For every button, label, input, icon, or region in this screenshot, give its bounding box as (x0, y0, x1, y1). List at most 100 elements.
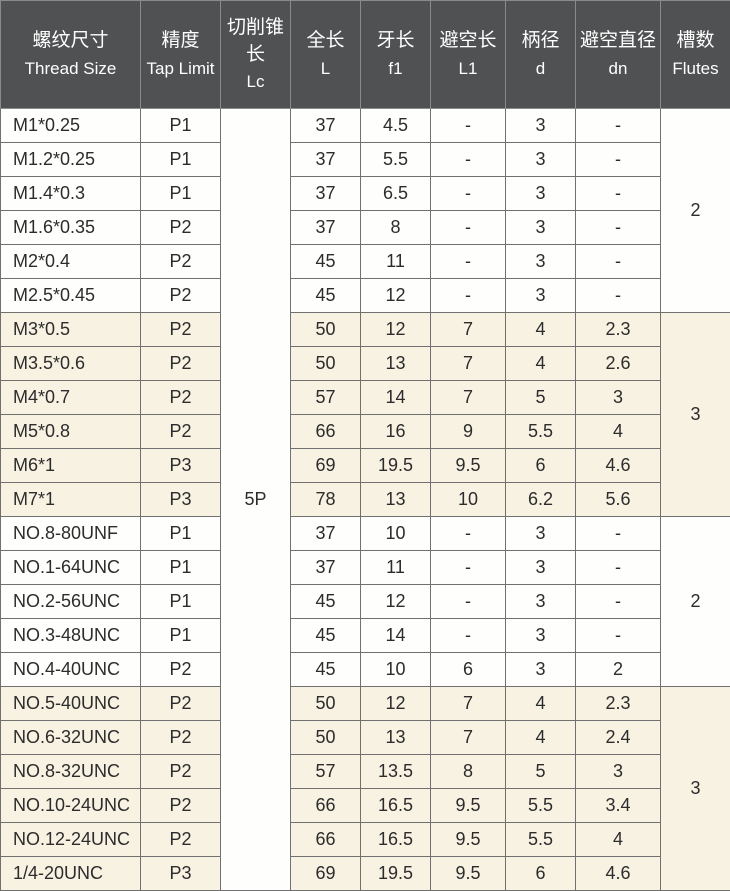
cell-l1: - (431, 176, 506, 210)
cell-thread-size: M1.6*0.35 (1, 210, 141, 244)
table-row: M1*0.25P15P374.5-3-2 (1, 108, 730, 142)
table-row: 1/4-20UNCP36919.59.564.6 (1, 856, 730, 890)
header-label-cn: 避空直径 (580, 28, 656, 55)
header-tap-limit: 精度Tap Limit (141, 1, 221, 109)
cell-d: 3 (506, 176, 576, 210)
cell-l1: 9.5 (431, 856, 506, 890)
cell-d: 4 (506, 720, 576, 754)
thread-spec-table: 螺纹尺寸Thread Size精度Tap Limit切削锥长Lc全长L牙长f1避… (0, 0, 730, 891)
cell-thread-size: M1.4*0.3 (1, 176, 141, 210)
cell-f1: 5.5 (361, 142, 431, 176)
table-row: NO.12-24UNCP26616.59.55.54 (1, 822, 730, 856)
table-row: M7*1P37813106.25.6 (1, 482, 730, 516)
cell-tap-limit: P3 (141, 448, 221, 482)
header-label-en: Lc (225, 70, 286, 94)
cell-l: 78 (291, 482, 361, 516)
cell-f1: 10 (361, 516, 431, 550)
table-row: NO.5-40UNCP25012742.33 (1, 686, 730, 720)
cell-d: 5.5 (506, 822, 576, 856)
cell-d: 3 (506, 142, 576, 176)
cell-thread-size: M3.5*0.6 (1, 346, 141, 380)
table-row: M2*0.4P24511-3- (1, 244, 730, 278)
cell-d: 3 (506, 278, 576, 312)
cell-l: 45 (291, 244, 361, 278)
cell-l: 69 (291, 856, 361, 890)
cell-l: 66 (291, 822, 361, 856)
cell-d: 3 (506, 516, 576, 550)
header-flutes: 槽数Flutes (661, 1, 730, 109)
cell-thread-size: M2*0.4 (1, 244, 141, 278)
cell-dn: 5.6 (576, 482, 661, 516)
cell-thread-size: NO.2-56UNC (1, 584, 141, 618)
header-label-en: Thread Size (5, 57, 136, 81)
cell-d: 3 (506, 550, 576, 584)
header-row: 螺纹尺寸Thread Size精度Tap Limit切削锥长Lc全长L牙长f1避… (1, 1, 730, 109)
cell-l1: 7 (431, 720, 506, 754)
header-label-cn: 切削锥长 (225, 15, 286, 68)
cell-dn: - (576, 618, 661, 652)
cell-dn: - (576, 244, 661, 278)
cell-d: 4 (506, 346, 576, 380)
cell-dn: - (576, 176, 661, 210)
table-row: M6*1P36919.59.564.6 (1, 448, 730, 482)
cell-tap-limit: P1 (141, 108, 221, 142)
cell-d: 3 (506, 618, 576, 652)
cell-dn: - (576, 108, 661, 142)
cell-d: 5.5 (506, 414, 576, 448)
cell-l1: 7 (431, 312, 506, 346)
cell-tap-limit: P2 (141, 346, 221, 380)
cell-d: 3 (506, 584, 576, 618)
cell-thread-size: M2.5*0.45 (1, 278, 141, 312)
cell-tap-limit: P2 (141, 414, 221, 448)
cell-tap-limit: P2 (141, 822, 221, 856)
cell-l: 45 (291, 584, 361, 618)
cell-f1: 12 (361, 312, 431, 346)
cell-l: 66 (291, 788, 361, 822)
header-label-cn: 槽数 (665, 28, 726, 55)
header-l1: 避空长L1 (431, 1, 506, 109)
cell-l1: 9.5 (431, 822, 506, 856)
cell-dn: 4 (576, 414, 661, 448)
cell-dn: 2.3 (576, 686, 661, 720)
cell-l: 50 (291, 686, 361, 720)
cell-l1: 10 (431, 482, 506, 516)
cell-d: 6 (506, 856, 576, 890)
table-row: NO.6-32UNCP25013742.4 (1, 720, 730, 754)
cell-tap-limit: P2 (141, 380, 221, 414)
table-row: M5*0.8P2661695.54 (1, 414, 730, 448)
cell-tap-limit: P2 (141, 312, 221, 346)
header-label-cn: 精度 (145, 28, 216, 55)
cell-f1: 11 (361, 550, 431, 584)
table-row: NO.10-24UNCP26616.59.55.53.4 (1, 788, 730, 822)
cell-l1: - (431, 516, 506, 550)
cell-dn: - (576, 142, 661, 176)
table-row: NO.8-80UNFP13710-3-2 (1, 516, 730, 550)
cell-l1: - (431, 244, 506, 278)
cell-l: 37 (291, 108, 361, 142)
cell-tap-limit: P2 (141, 244, 221, 278)
cell-f1: 19.5 (361, 448, 431, 482)
cell-tap-limit: P1 (141, 584, 221, 618)
cell-dn: 2 (576, 652, 661, 686)
cell-l: 50 (291, 346, 361, 380)
cell-d: 5 (506, 754, 576, 788)
cell-f1: 12 (361, 686, 431, 720)
cell-l: 50 (291, 312, 361, 346)
cell-dn: 4.6 (576, 856, 661, 890)
table-row: M1.4*0.3P1376.5-3- (1, 176, 730, 210)
table-row: NO.8-32UNCP25713.5853 (1, 754, 730, 788)
cell-lc: 5P (221, 108, 291, 890)
table-row: M3.5*0.6P25013742.6 (1, 346, 730, 380)
cell-flutes: 3 (661, 312, 730, 516)
cell-dn: 4 (576, 822, 661, 856)
cell-d: 3 (506, 108, 576, 142)
cell-tap-limit: P1 (141, 550, 221, 584)
cell-dn: 3 (576, 754, 661, 788)
cell-d: 3 (506, 244, 576, 278)
cell-thread-size: NO.5-40UNC (1, 686, 141, 720)
cell-thread-size: NO.12-24UNC (1, 822, 141, 856)
header-label-cn: 螺纹尺寸 (5, 28, 136, 55)
cell-d: 5.5 (506, 788, 576, 822)
cell-l1: 7 (431, 686, 506, 720)
cell-f1: 8 (361, 210, 431, 244)
